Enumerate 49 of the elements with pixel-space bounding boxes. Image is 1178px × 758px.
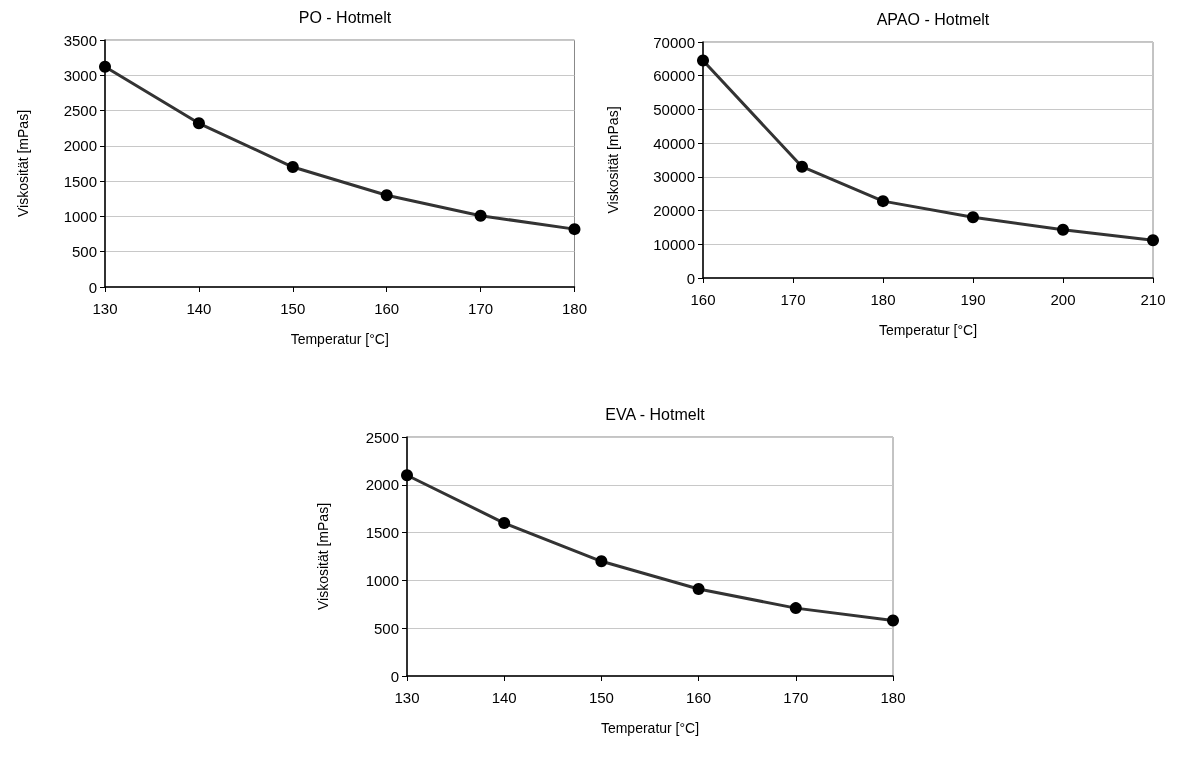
y-tick-label: 3000	[63, 66, 97, 84]
y-tick-label: 60000	[653, 67, 695, 85]
chart-title: APAO - Hotmelt	[876, 10, 990, 28]
y-tick-label: 70000	[653, 33, 695, 51]
y-tick-label: 0	[390, 667, 399, 685]
chart-title: PO - Hotmelt	[298, 8, 392, 26]
x-axis-title: Temperatur [°C]	[878, 322, 978, 338]
x-tick-label: 180	[880, 689, 906, 706]
x-tick-label: 210	[1140, 291, 1166, 308]
y-tick-label: 40000	[653, 134, 695, 152]
x-tick-label: 150	[280, 300, 306, 317]
y-tick-label: 1500	[365, 524, 399, 542]
y-tick-label: 500	[71, 243, 97, 261]
x-tick-label: 160	[690, 291, 716, 308]
x-tick-label: 130	[394, 689, 420, 706]
y-tick-label: 1500	[63, 172, 97, 190]
x-tick-label: 170	[780, 291, 806, 308]
y-tick-label: 0	[88, 278, 97, 296]
x-axis-title: Temperatur [°C]	[600, 720, 700, 736]
y-tick-label: 1000	[365, 571, 399, 589]
y-tick-label: 2500	[365, 428, 399, 446]
x-tick-label: 160	[374, 300, 400, 317]
y-tick-label: 3500	[63, 31, 97, 49]
y-tick-label: 500	[373, 619, 399, 637]
x-axis-title: Temperatur [°C]	[290, 331, 389, 347]
y-tick-label: 50000	[653, 100, 695, 118]
y-tick-label: 30000	[653, 168, 695, 186]
x-tick-label: 140	[491, 689, 517, 706]
x-tick-label: 170	[468, 300, 494, 317]
y-tick-label: 2500	[63, 102, 97, 120]
x-tick-label: 160	[686, 689, 712, 706]
y-tick-label: 0	[686, 269, 695, 287]
x-tick-label: 180	[561, 300, 587, 317]
x-tick-label: 170	[783, 689, 809, 706]
y-tick-label: 20000	[653, 202, 695, 220]
x-tick-label: 130	[92, 300, 118, 317]
x-tick-label: 140	[186, 300, 212, 317]
y-axis-title: Viskosität [mPas]	[605, 106, 621, 214]
x-tick-label: 190	[960, 291, 986, 308]
x-tick-label: 200	[1050, 291, 1076, 308]
y-tick-label: 10000	[653, 235, 695, 253]
y-tick-label: 1000	[63, 207, 97, 225]
x-tick-label: 150	[588, 689, 614, 706]
y-tick-label: 2000	[365, 476, 399, 494]
y-axis-title: Viskosität [mPas]	[15, 109, 31, 218]
x-tick-label: 180	[870, 291, 896, 308]
y-axis-title: Viskosität [mPas]	[315, 502, 331, 611]
chart-title: EVA - Hotmelt	[605, 405, 706, 423]
y-tick-label: 2000	[63, 137, 97, 155]
